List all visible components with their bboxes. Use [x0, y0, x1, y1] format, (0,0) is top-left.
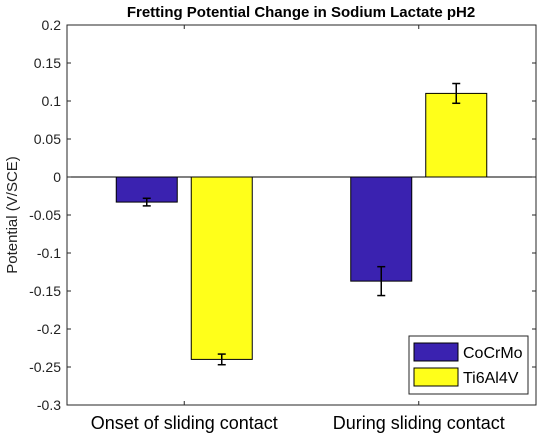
y-tick-label: -0.1: [37, 245, 61, 261]
x-axis: Onset of sliding contact During sliding c…: [91, 25, 505, 433]
legend-label-cocrmo: CoCrMo: [463, 345, 523, 362]
legend-swatch-ti6al4v: [413, 367, 459, 387]
bars-layer: [115, 92, 488, 360]
y-tick-label: -0.25: [29, 359, 61, 375]
legend-swatch-cocrmo: [413, 342, 459, 362]
x-category-label: Onset of sliding contact: [91, 413, 278, 433]
bar-ti6al4v-0: [190, 176, 253, 360]
y-tick-label: -0.2: [37, 321, 61, 337]
bar-ti6al4v-1: [425, 92, 488, 178]
y-tick-label: 0.15: [34, 55, 61, 71]
bar-cocrmo-1: [350, 176, 413, 282]
y-tick-label: 0.05: [34, 131, 61, 147]
legend-label-ti6al4v: Ti6Al4V: [463, 370, 519, 387]
legend: CoCrMo Ti6Al4V: [408, 335, 529, 395]
errorbars-layer: [142, 82, 461, 366]
y-tick-label: 0: [53, 169, 61, 185]
x-category-label: During sliding contact: [333, 413, 505, 433]
y-axis: -0.3 -0.25 -0.2 -0.15 -0.1 -0.05 0 0.05 0.1 0.15 0…: [29, 17, 536, 413]
y-tick-label: 0.1: [42, 93, 62, 109]
y-tick-label: -0.15: [29, 283, 61, 299]
y-axis-title: Potential (V/SCE): [4, 156, 21, 274]
chart-title: Fretting Potential Change in Sodium Lact…: [127, 4, 475, 21]
y-tick-label: 0.2: [42, 17, 62, 33]
y-tick-label: -0.3: [37, 397, 61, 413]
y-tick-label: -0.05: [29, 207, 61, 223]
